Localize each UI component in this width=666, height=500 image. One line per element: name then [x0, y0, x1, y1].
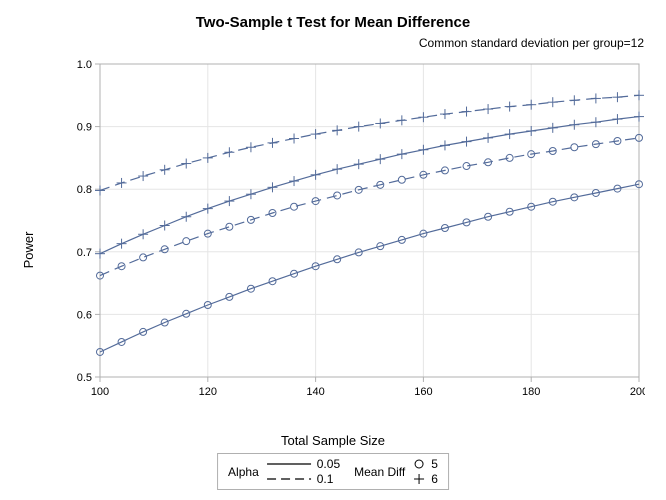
- x-axis-label: Total Sample Size: [0, 433, 666, 448]
- chart-title: Two-Sample t Test for Mean Difference: [0, 14, 666, 31]
- svg-text:0.7: 0.7: [77, 247, 92, 259]
- legend-meandiff-label: Mean Diff: [354, 465, 405, 479]
- y-axis-label: Power: [21, 232, 36, 269]
- svg-text:200: 200: [630, 386, 645, 398]
- svg-text:140: 140: [306, 386, 324, 398]
- plot-svg: 0.5 0.6 0.7 0.8 0.9 1.0 100 120 140 160 180 200: [70, 58, 645, 403]
- legend-meandiff-value: 5: [431, 457, 438, 471]
- legend-alpha-group: Alpha 0.050.1: [228, 457, 340, 486]
- legend-meandiff-item: 5: [411, 457, 438, 471]
- legend-alpha-value: 0.05: [317, 457, 340, 471]
- svg-text:0.5: 0.5: [77, 372, 92, 384]
- legend-alpha-label: Alpha: [228, 465, 259, 479]
- legend-alpha-item: 0.05: [265, 457, 340, 471]
- svg-text:0.9: 0.9: [77, 122, 92, 134]
- legend-alpha-value: 0.1: [317, 472, 334, 486]
- svg-text:160: 160: [414, 386, 432, 398]
- svg-text:100: 100: [91, 386, 109, 398]
- svg-text:1.0: 1.0: [77, 59, 92, 71]
- chart-subtitle: Common standard deviation per group=12: [419, 36, 644, 50]
- svg-text:0.6: 0.6: [77, 309, 92, 321]
- legend-alpha-item: 0.1: [265, 472, 340, 486]
- legend-meandiff-item: 6: [411, 472, 438, 486]
- legend: Alpha 0.050.1 Mean Diff 56: [217, 453, 449, 490]
- legend-meandiff-items: 56: [411, 457, 438, 486]
- legend-alpha-items: 0.050.1: [265, 457, 340, 486]
- svg-text:0.8: 0.8: [77, 184, 92, 196]
- legend-meandiff-value: 6: [431, 472, 438, 486]
- chart-container: Two-Sample t Test for Mean Difference Co…: [0, 0, 666, 500]
- svg-text:180: 180: [522, 386, 540, 398]
- svg-text:120: 120: [199, 386, 217, 398]
- legend-meandiff-group: Mean Diff 56: [354, 457, 438, 486]
